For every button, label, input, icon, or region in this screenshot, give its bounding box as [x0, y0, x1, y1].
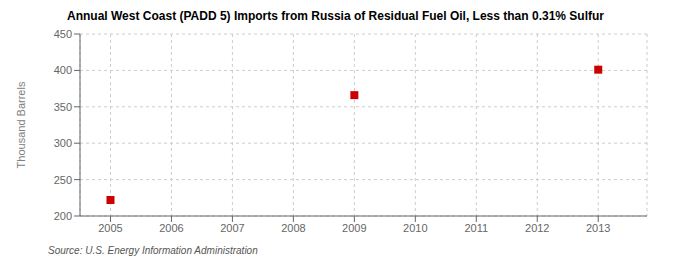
- svg-text:350: 350: [54, 101, 72, 113]
- svg-text:300: 300: [54, 137, 72, 149]
- svg-text:250: 250: [54, 174, 72, 186]
- svg-text:200: 200: [54, 210, 72, 222]
- svg-text:2013: 2013: [586, 222, 610, 234]
- svg-text:2012: 2012: [525, 222, 549, 234]
- svg-text:2011: 2011: [464, 222, 488, 234]
- html-text:Annual West Coast (PADD 5) Imp: Annual West Coast (PADD 5) Imports from …: [67, 9, 604, 23]
- svg-text:2007: 2007: [220, 222, 244, 234]
- svg-text:2005: 2005: [98, 222, 122, 234]
- svg-text:Thousand Barrels: Thousand Barrels: [15, 81, 27, 168]
- svg-text:400: 400: [54, 64, 72, 76]
- svg-text:450: 450: [54, 28, 72, 40]
- svg-text:2009: 2009: [342, 222, 366, 234]
- svg-text:2010: 2010: [403, 222, 427, 234]
- svg-text:2006: 2006: [159, 222, 183, 234]
- svg-text:2008: 2008: [281, 222, 305, 234]
- html-text:Source: U.S. Energy Informatio: Source: U.S. Energy Information Administ…: [48, 245, 258, 256]
